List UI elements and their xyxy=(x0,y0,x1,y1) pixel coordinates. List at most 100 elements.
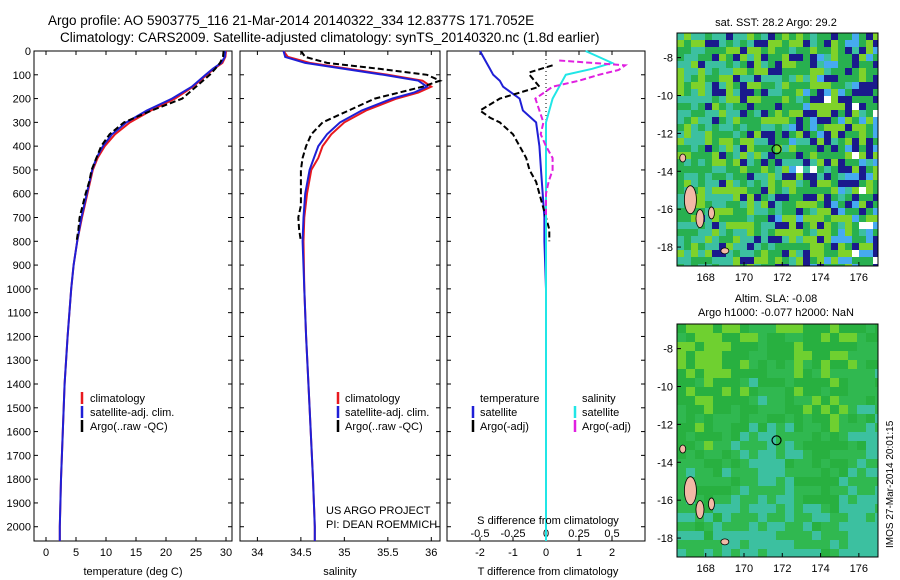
map-cell xyxy=(713,549,722,557)
map-cell xyxy=(726,89,733,96)
map-cell xyxy=(698,194,705,201)
map-cell xyxy=(848,540,857,549)
map-cell xyxy=(830,468,839,477)
map-cell xyxy=(831,236,838,243)
map-cell xyxy=(845,208,852,215)
map-cell xyxy=(726,96,733,103)
map-cell xyxy=(866,360,875,369)
map-cell xyxy=(754,152,761,159)
sla-map-panel: Altim. SLA: -0.08 Argo h1000: -0.077 h20… xyxy=(657,293,879,575)
map-cell xyxy=(767,486,776,495)
map-cell xyxy=(749,324,758,333)
map-cell xyxy=(821,504,830,513)
ytick-label: 1000 xyxy=(7,284,31,296)
map-cell xyxy=(677,33,684,40)
map-cell xyxy=(873,222,878,229)
map-cell xyxy=(698,236,705,243)
map-cell xyxy=(803,432,812,441)
map-cell xyxy=(726,243,733,250)
map-cell xyxy=(810,68,817,75)
map-cell xyxy=(758,342,767,351)
map-cell xyxy=(785,342,794,351)
map-cell xyxy=(789,229,796,236)
map-cell xyxy=(810,96,817,103)
map-cell xyxy=(726,131,733,138)
map-cell xyxy=(761,145,768,152)
map-cell xyxy=(810,138,817,145)
map-cell xyxy=(695,414,704,423)
map-cell xyxy=(705,75,712,82)
map-cell xyxy=(740,201,747,208)
map-cell xyxy=(803,75,810,82)
map-cell xyxy=(821,369,830,378)
map-cell xyxy=(677,351,686,360)
map-cell xyxy=(705,54,712,61)
map-cell xyxy=(704,378,713,387)
map-cell xyxy=(747,82,754,89)
map-cell xyxy=(839,387,848,396)
map-cell xyxy=(796,145,803,152)
map-cell xyxy=(761,264,768,266)
map-cell xyxy=(705,103,712,110)
map-cell xyxy=(761,82,768,89)
map-cell xyxy=(866,522,875,531)
map-cell xyxy=(695,342,704,351)
map-cell xyxy=(796,173,803,180)
island-shape xyxy=(695,500,705,520)
map-cell xyxy=(695,333,704,342)
map-cell xyxy=(830,369,839,378)
map-cell xyxy=(747,236,754,243)
island-shape xyxy=(679,153,687,163)
map-cell xyxy=(686,468,695,477)
map-cell xyxy=(782,201,789,208)
map-cell xyxy=(705,222,712,229)
map-cell xyxy=(754,201,761,208)
map-cell xyxy=(830,396,839,405)
map-cell xyxy=(712,215,719,222)
map-cell xyxy=(768,61,775,68)
map-cell xyxy=(796,40,803,47)
map-cell xyxy=(824,47,831,54)
map-cell xyxy=(768,82,775,89)
map-cell xyxy=(775,159,782,166)
map-cell xyxy=(852,166,859,173)
map-cell xyxy=(775,138,782,145)
map-cell xyxy=(859,117,866,124)
map-cell xyxy=(852,236,859,243)
map-cell xyxy=(740,513,749,522)
map-cell xyxy=(677,75,684,82)
map-cell xyxy=(821,423,830,432)
map-cell xyxy=(722,387,731,396)
map-cell xyxy=(698,117,705,124)
map-cell xyxy=(691,229,698,236)
map-cell xyxy=(740,145,747,152)
map-cell xyxy=(686,396,695,405)
map-cell xyxy=(754,187,761,194)
map-cell xyxy=(726,152,733,159)
map-cell xyxy=(677,477,686,486)
map-cell xyxy=(677,194,684,201)
map-cell xyxy=(768,215,775,222)
map-cell xyxy=(758,540,767,549)
map-cell xyxy=(704,468,713,477)
map-cell xyxy=(831,194,838,201)
map-cell xyxy=(691,103,698,110)
map-cell xyxy=(857,504,866,513)
map-cell xyxy=(810,40,817,47)
map-cell xyxy=(704,432,713,441)
map-cell xyxy=(712,61,719,68)
map-xtick-label: 172 xyxy=(773,272,791,284)
map-cell xyxy=(726,138,733,145)
map-cell xyxy=(785,531,794,540)
map-cell xyxy=(719,145,726,152)
map-cell xyxy=(838,54,845,61)
map-cell xyxy=(794,387,803,396)
map-cell xyxy=(749,351,758,360)
map-cell xyxy=(747,110,754,117)
map-cell xyxy=(830,324,839,333)
map-cell xyxy=(705,40,712,47)
map-cell xyxy=(695,324,704,333)
map-cell xyxy=(831,96,838,103)
map-cell xyxy=(803,243,810,250)
map-cell xyxy=(713,342,722,351)
